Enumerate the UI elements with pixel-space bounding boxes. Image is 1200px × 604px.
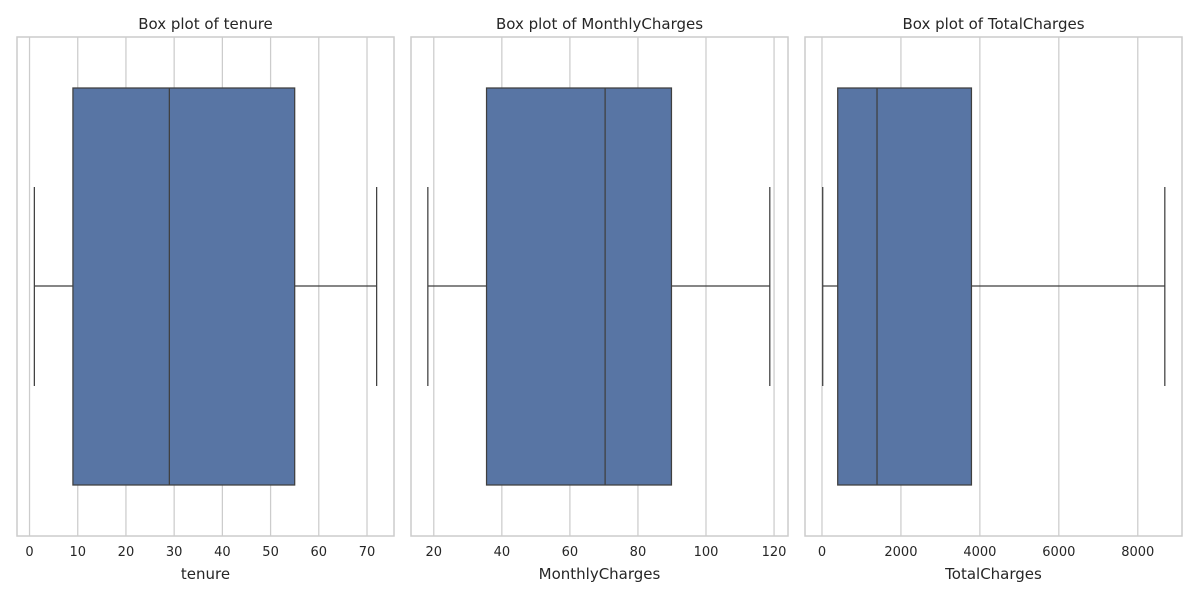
x-tick-label: 2000 xyxy=(884,545,917,560)
x-tick-label: 8000 xyxy=(1121,545,1154,560)
axes-frame xyxy=(16,36,395,537)
axes-frame xyxy=(410,36,789,537)
box xyxy=(837,87,973,486)
axes-frame xyxy=(804,36,1183,537)
x-tick-label: 50 xyxy=(262,545,279,560)
x-axis-label: tenure xyxy=(181,565,230,583)
x-tick-label: 0 xyxy=(818,545,826,560)
chart-title: Box plot of tenure xyxy=(138,15,273,33)
chart-title: Box plot of TotalCharges xyxy=(902,15,1084,33)
x-tick-label: 0 xyxy=(25,545,33,560)
box xyxy=(72,87,296,486)
x-tick-label: 30 xyxy=(166,545,183,560)
x-axis-label: TotalCharges xyxy=(944,565,1042,583)
x-tick-label: 20 xyxy=(118,545,135,560)
panel-2: 20 40 60 80 100 120 MonthlyCharges Box plot of … xyxy=(410,15,789,583)
x-tick-label: 4000 xyxy=(963,545,996,560)
x-tick-label: 80 xyxy=(630,545,647,560)
panel-1: 0 10 20 30 40 50 60 70 tenure Box plot of tenure xyxy=(16,15,395,583)
x-axis-label: MonthlyCharges xyxy=(539,565,661,583)
x-tick-label: 20 xyxy=(426,545,443,560)
x-tick-label: 60 xyxy=(562,545,579,560)
x-tick-label: 120 xyxy=(762,545,787,560)
x-tick-label: 10 xyxy=(69,545,86,560)
box xyxy=(485,87,673,486)
panel-3: 0 2000 4000 6000 8000 TotalCharges Box plot of… xyxy=(804,15,1183,583)
x-tick-label: 40 xyxy=(214,545,231,560)
x-tick-label: 70 xyxy=(359,545,376,560)
x-tick-label: 100 xyxy=(694,545,719,560)
chart-title: Box plot of MonthlyCharges xyxy=(496,15,703,33)
x-tick-label: 6000 xyxy=(1042,545,1075,560)
x-tick-label: 60 xyxy=(311,545,328,560)
x-tick-label: 40 xyxy=(494,545,511,560)
